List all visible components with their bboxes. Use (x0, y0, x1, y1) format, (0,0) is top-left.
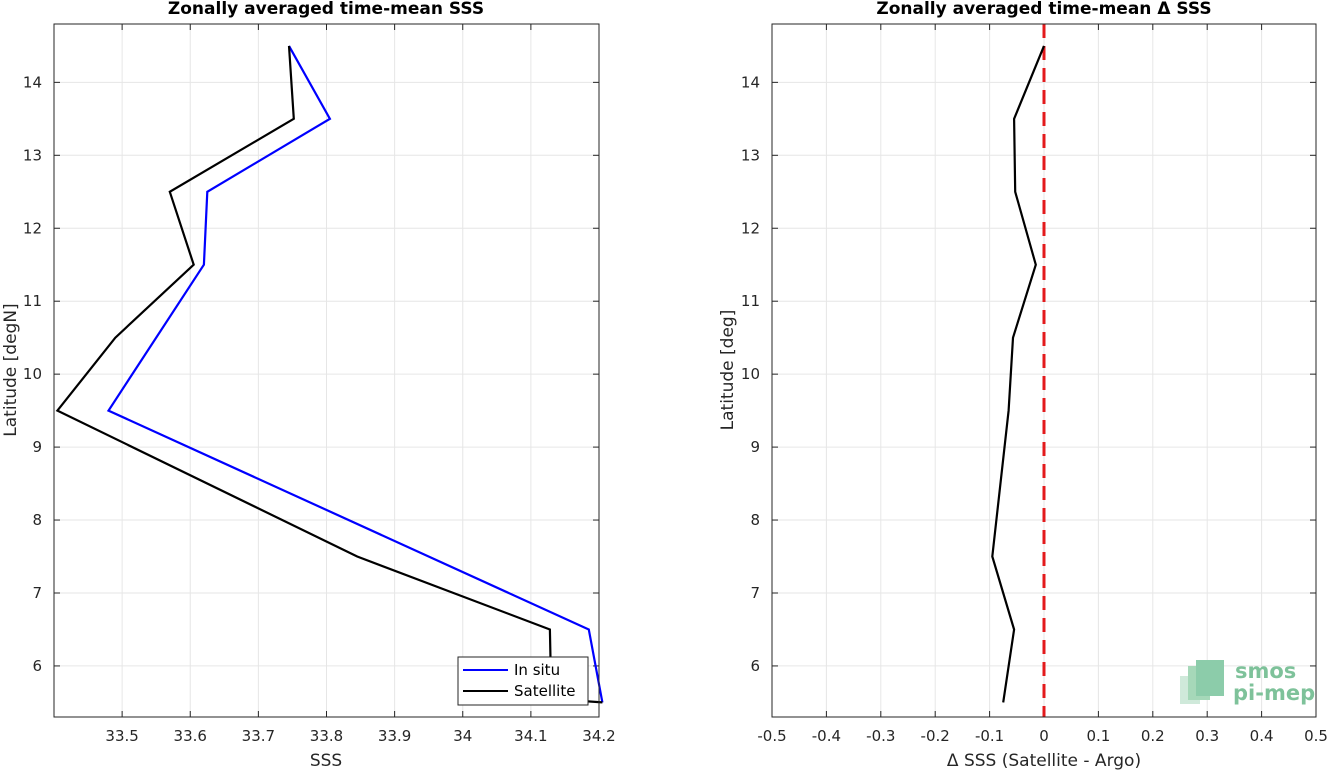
y-tick-label: 7 (32, 584, 42, 602)
y-tick-label: 13 (741, 146, 760, 164)
x-tick-label: 33.5 (105, 727, 138, 745)
x-tick-label: -0.3 (866, 727, 895, 745)
x-tick-label: 0.5 (1304, 727, 1328, 745)
panel-delta-sss: Zonally averaged time-mean Δ SSS -0.5 -0.… (718, 0, 1328, 770)
y-tick-label: 12 (23, 219, 42, 237)
y-tick-label: 6 (32, 657, 42, 675)
x-tick-label: 34.1 (514, 727, 547, 745)
x-tick-label: 0.3 (1195, 727, 1219, 745)
x-tick-label: 34 (453, 727, 472, 745)
x-axis-label: Δ SSS (Satellite - Argo) (947, 751, 1141, 770)
y-axis-label: Latitude [degN] (1, 303, 21, 436)
x-tick-label: 0.1 (1086, 727, 1110, 745)
x-tick-label: -0.1 (975, 727, 1004, 745)
x-tick-label: 33.6 (174, 727, 207, 745)
logo-text-pi-mep: pi-mep (1233, 681, 1315, 705)
ticks: -0.5 -0.4 -0.3 -0.2 -0.1 0 0.1 0.2 0.3 0.4 0.5 6 7 8 9… (741, 24, 1328, 745)
x-tick-label: 0 (1039, 727, 1049, 745)
smos-pi-mep-logo: smos pi-mep (1180, 659, 1315, 705)
y-tick-label: 11 (741, 292, 760, 310)
axes-box (53, 23, 600, 718)
y-tick-label: 10 (23, 365, 42, 383)
series-line-in-situ (106, 45, 604, 703)
legend-box (457, 656, 589, 706)
y-tick-label: 12 (741, 219, 760, 237)
x-tick-label: 33.8 (310, 727, 343, 745)
x-tick-label: 34.2 (582, 727, 615, 745)
x-tick-label: 33.7 (242, 727, 275, 745)
grid (771, 24, 1317, 717)
y-tick-label: 9 (32, 438, 42, 456)
y-tick-label: 8 (750, 511, 760, 529)
x-tick-label: -0.2 (921, 727, 950, 745)
y-axis-label: Latitude [deg] (718, 310, 738, 431)
y-tick-label: 6 (750, 657, 760, 675)
logo-text-smos: smos (1235, 659, 1296, 683)
x-axis-label: SSS (310, 751, 342, 770)
x-tick-label: 0.2 (1141, 727, 1165, 745)
logo-shape (1196, 660, 1224, 696)
y-tick-label: 10 (741, 365, 760, 383)
legend-label-satellite: Satellite (514, 682, 575, 700)
y-tick-label: 7 (750, 584, 760, 602)
x-tick-label: 0.4 (1250, 727, 1274, 745)
x-tick-label: 33.9 (378, 727, 411, 745)
chart-title: Zonally averaged time-mean Δ SSS (876, 0, 1211, 19)
y-tick-label: 11 (23, 292, 42, 310)
panel-sss: Zonally averaged time-mean SSS 33.5 33.6 3… (1, 0, 616, 770)
legend: In situ Satellite (457, 656, 589, 706)
x-tick-label: -0.4 (812, 727, 841, 745)
series-group (991, 24, 1046, 717)
series-line-delta-sss (991, 45, 1046, 703)
ticks: 33.5 33.6 33.7 33.8 33.9 34 34.1 34.2 6 7 8 9 10 11 12… (23, 24, 616, 745)
y-tick-label: 9 (750, 438, 760, 456)
y-tick-label: 8 (32, 511, 42, 529)
axes-box (771, 23, 1317, 718)
legend-label-in-situ: In situ (514, 661, 560, 679)
y-tick-label: 14 (23, 73, 42, 91)
y-tick-label: 13 (23, 146, 42, 164)
grid (54, 24, 600, 717)
x-tick-label: -0.5 (757, 727, 786, 745)
y-tick-label: 14 (741, 73, 760, 91)
chart-title: Zonally averaged time-mean SSS (168, 0, 484, 19)
